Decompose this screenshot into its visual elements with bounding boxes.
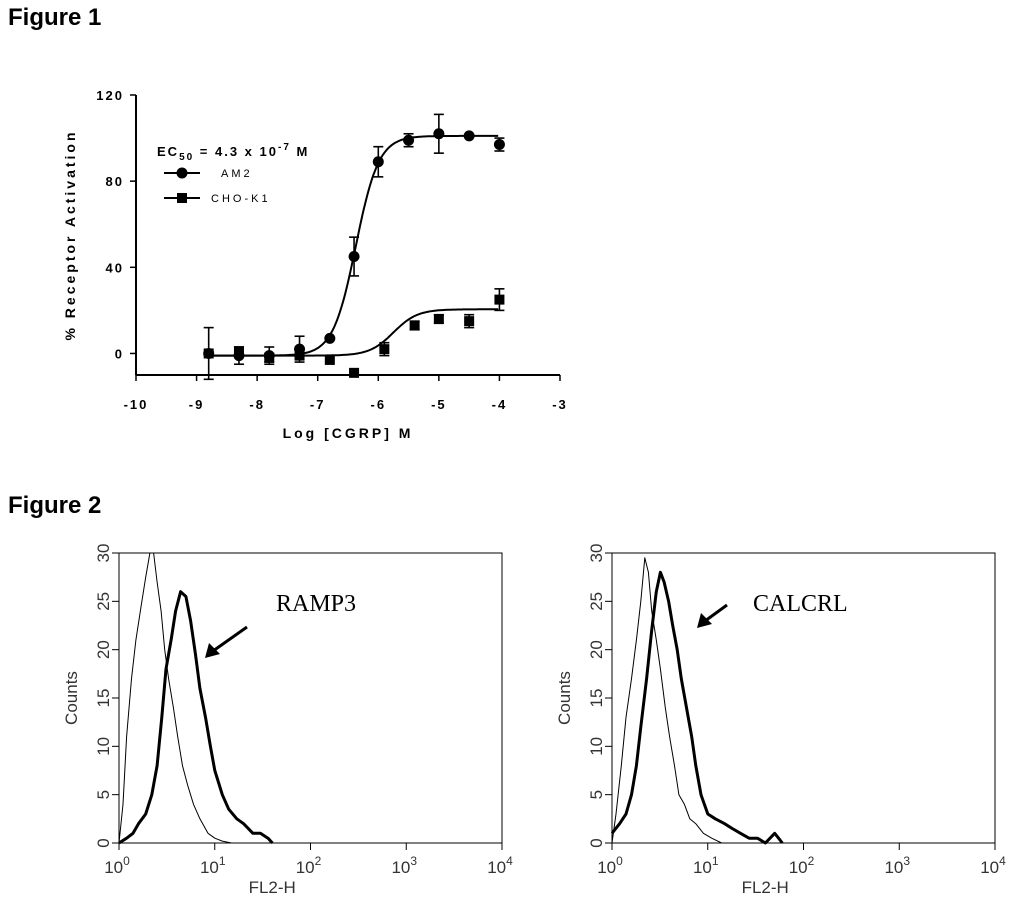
data-point xyxy=(433,128,445,140)
y-tick-label: 0 xyxy=(587,838,606,847)
stained-histogram xyxy=(118,590,274,845)
x-tick-label: 101 xyxy=(693,854,719,877)
ec50-annotation: EC50 = 4.3 x 10-7 M xyxy=(157,142,309,163)
y-tick-label: 25 xyxy=(587,592,606,611)
x-tick-label: -5 xyxy=(431,397,447,412)
histogram-ramp3: 100 101 102 103 104 0 5 10 15 20 25 30 FL2-H Counts RA… xyxy=(62,544,513,897)
y-tick-label: 30 xyxy=(94,544,113,563)
data-point xyxy=(264,352,275,363)
data-point xyxy=(464,316,475,327)
x-tick-label: -7 xyxy=(310,397,326,412)
data-point xyxy=(203,348,214,359)
arrow-head xyxy=(697,613,712,628)
marker-annotation: RAMP3 xyxy=(276,591,356,617)
figure2-title: Figure 2 xyxy=(8,492,102,519)
data-point xyxy=(294,350,305,361)
data-point xyxy=(348,251,360,263)
y-tick-label: 10 xyxy=(587,737,606,756)
data-point xyxy=(372,156,384,168)
x-tick-label: -8 xyxy=(249,397,265,412)
y-axis-label: Counts xyxy=(555,671,574,725)
y-tick-label: 5 xyxy=(587,790,606,799)
x-tick-label: 104 xyxy=(487,854,513,877)
legend-marker-square xyxy=(177,193,187,203)
y-tick-label: 10 xyxy=(94,737,113,756)
arrow-head xyxy=(205,643,220,658)
data-point xyxy=(409,320,420,331)
x-tick-label: -10 xyxy=(124,397,149,412)
y-tick-label: 20 xyxy=(94,640,113,659)
data-point xyxy=(324,354,335,365)
x-tick-label: -3 xyxy=(552,397,568,412)
data-point xyxy=(433,314,444,324)
legend-label: CHO-K1 xyxy=(211,193,271,205)
y-tick-label: 5 xyxy=(94,790,113,799)
control-histogram xyxy=(611,557,722,844)
legend-marker-circle xyxy=(176,167,188,179)
x-tick-label: 100 xyxy=(104,854,130,877)
data-point xyxy=(379,344,390,355)
histogram-calcrl: 100 101 102 103 104 0 5 10 15 20 25 30 FL2-H Counts CA… xyxy=(555,544,1006,897)
x-tick-label: -9 xyxy=(189,397,205,412)
arrow-shaft xyxy=(212,625,248,653)
y-axis-label: % Receptor Activation xyxy=(62,129,78,340)
x-axis-label: Log [CGRP] M xyxy=(283,425,414,441)
legend: AM2 CHO-K1 xyxy=(164,167,271,205)
control-histogram xyxy=(118,552,232,844)
y-tick-label: 0 xyxy=(115,346,124,361)
x-tick-label: 103 xyxy=(391,854,417,877)
y-axis-label: Counts xyxy=(62,671,81,725)
data-point xyxy=(403,134,415,146)
dose-response-chart: -10 -9 -8 -7 -6 -5 -4 -3 0 40 80 120 Log [CGRP] M % R… xyxy=(62,88,568,441)
x-tick-label: 103 xyxy=(884,854,910,877)
y-tick-label: 15 xyxy=(587,689,606,708)
y-tick-label: 0 xyxy=(94,838,113,847)
data-point xyxy=(463,130,475,142)
x-tick-label: 102 xyxy=(296,854,322,877)
series-cho-k1 xyxy=(203,288,505,378)
figure1-title: Figure 1 xyxy=(8,4,102,31)
y-tick-label: 80 xyxy=(106,174,124,189)
x-tick-label: 101 xyxy=(200,854,226,877)
x-tick-label: 102 xyxy=(789,854,815,877)
legend-label: AM2 xyxy=(221,168,253,180)
data-point xyxy=(324,332,336,344)
arrow-shaft xyxy=(704,603,728,623)
x-tick-label: 104 xyxy=(980,854,1006,877)
data-point xyxy=(493,139,505,151)
marker-annotation: CALCRL xyxy=(753,591,848,617)
stained-histogram xyxy=(610,570,784,845)
y-tick-label: 40 xyxy=(106,260,124,275)
data-point xyxy=(233,346,244,357)
y-tick-label: 20 xyxy=(587,640,606,659)
fit-curve xyxy=(208,308,499,357)
x-axis-label: FL2-H xyxy=(249,878,296,897)
y-tick-label: 30 xyxy=(587,544,606,563)
x-tick-label: 100 xyxy=(597,854,623,877)
data-point xyxy=(349,367,360,378)
x-tick-label: -6 xyxy=(371,397,387,412)
x-tick-label: -4 xyxy=(492,397,508,412)
x-axis-label: FL2-H xyxy=(742,878,789,897)
y-tick-label: 25 xyxy=(94,592,113,611)
y-tick-label: 15 xyxy=(94,689,113,708)
data-point xyxy=(494,294,505,305)
y-tick-label: 120 xyxy=(96,88,124,103)
